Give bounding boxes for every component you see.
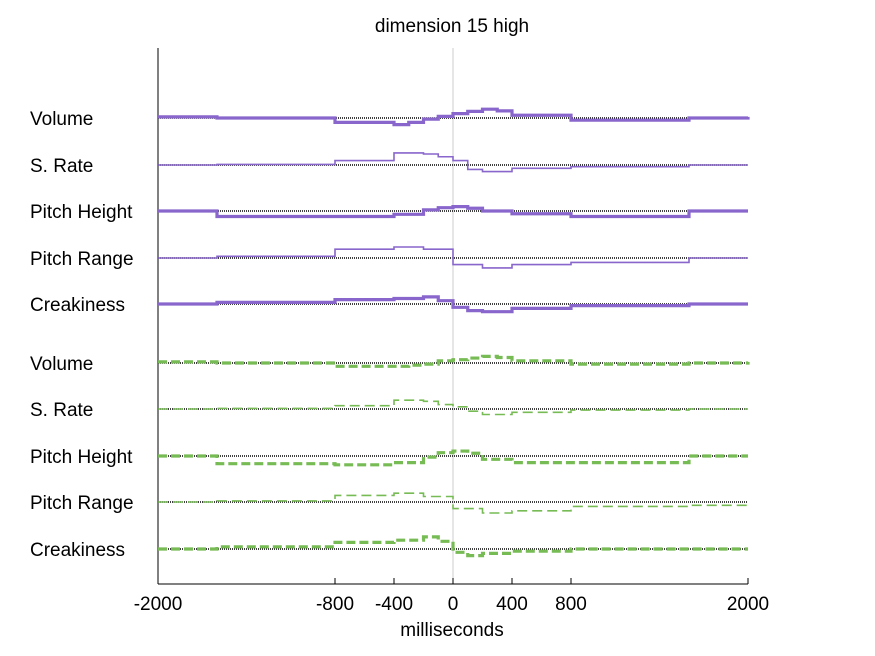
series-label: Volume <box>30 354 93 375</box>
x-tick-label: 800 <box>555 594 587 615</box>
series-line <box>158 205 748 219</box>
x-tick-label: -400 <box>375 594 413 615</box>
series-label: Volume <box>30 109 93 130</box>
x-axis-label: milliseconds <box>400 620 503 641</box>
x-tick-label: -2000 <box>134 594 183 615</box>
series-label: S. Rate <box>30 400 93 421</box>
series-line <box>158 246 748 269</box>
series-line <box>158 535 748 558</box>
series-label: Creakiness <box>30 540 125 561</box>
series-line <box>158 354 750 368</box>
series-line <box>158 399 748 416</box>
x-tick-label: 400 <box>496 594 528 615</box>
series-label: Pitch Range <box>30 249 134 270</box>
series-line <box>158 449 748 467</box>
series-line <box>158 295 748 314</box>
series-label: Pitch Height <box>30 447 133 468</box>
chart-title: dimension 15 high <box>375 16 529 37</box>
series-line <box>158 152 748 173</box>
series-label: Pitch Range <box>30 493 134 514</box>
series-label: S. Rate <box>30 156 93 177</box>
plot-area: -2000 -800 -400 0 400 800 2000 Volume S. Rate Pit… <box>30 48 769 615</box>
series-label: Pitch Height <box>30 202 133 223</box>
series-line <box>158 492 749 514</box>
x-tick-label: 0 <box>448 594 459 615</box>
x-tick-label: 2000 <box>727 594 769 615</box>
series-line <box>158 107 750 127</box>
x-tick-label: -800 <box>316 594 354 615</box>
series-label: Creakiness <box>30 295 125 316</box>
